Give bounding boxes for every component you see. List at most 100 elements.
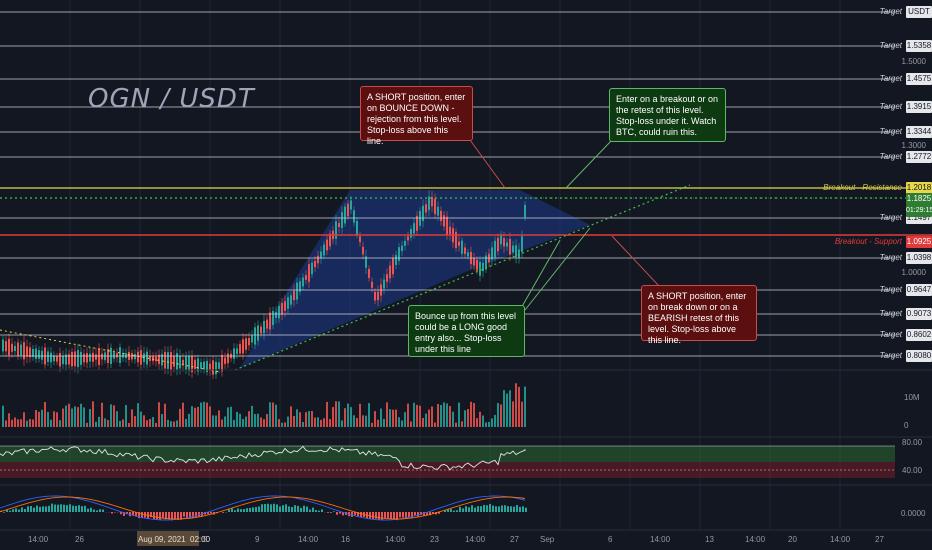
target-level-10: Target 0.8602 xyxy=(880,329,932,341)
macd-bar xyxy=(15,508,17,512)
volume-bar xyxy=(41,409,43,427)
volume-bar xyxy=(38,411,40,427)
volume-bar xyxy=(233,420,235,427)
macd-line xyxy=(0,495,526,521)
volume-bar xyxy=(503,390,505,427)
annotation-short-top[interactable]: A SHORT position, enter on BOUNCE DOWN -… xyxy=(360,86,473,146)
macd-bar xyxy=(285,504,287,512)
macd-bar xyxy=(417,512,419,517)
candle-body xyxy=(401,245,403,252)
candle-body xyxy=(62,355,64,365)
macd-bar xyxy=(507,506,509,512)
macd-bar xyxy=(165,512,167,520)
candle-body xyxy=(323,244,325,256)
volume-bar xyxy=(335,401,337,427)
candle-body xyxy=(467,252,469,257)
macd-bar xyxy=(390,512,392,520)
candle-body xyxy=(191,355,193,373)
macd-bar xyxy=(183,512,185,517)
volume-bar xyxy=(368,403,370,427)
macd-bar xyxy=(411,512,413,518)
macd-bar xyxy=(222,512,224,513)
candle-body xyxy=(362,246,364,255)
candle-body xyxy=(212,360,214,375)
target-level-2: Target 1.4575 xyxy=(880,73,932,85)
volume-bar xyxy=(242,418,244,427)
candle-body xyxy=(443,215,445,227)
volume-bar xyxy=(350,407,352,427)
macd-bar xyxy=(198,512,200,517)
volume-bar xyxy=(161,414,163,427)
macd-bar xyxy=(312,507,314,512)
macd-bar xyxy=(150,512,152,518)
macd-bar xyxy=(351,512,353,517)
volume-bar xyxy=(17,419,19,427)
macd-bar xyxy=(393,512,395,520)
macd-bar xyxy=(354,512,356,516)
descending-trendline[interactable] xyxy=(0,329,221,373)
macd-bar xyxy=(156,512,158,520)
volume-bar xyxy=(68,403,70,427)
volume-bar xyxy=(122,419,124,427)
candle-body xyxy=(248,337,250,346)
candle-body xyxy=(494,240,496,258)
candle-body xyxy=(299,281,301,292)
candle-body xyxy=(80,351,82,365)
volume-bar xyxy=(128,422,130,427)
macd-bar xyxy=(282,505,284,512)
candle-body xyxy=(437,206,439,216)
candle-body xyxy=(170,352,172,370)
macd-bar xyxy=(483,504,485,512)
volume-bar xyxy=(308,411,310,427)
volume-bar xyxy=(131,409,133,427)
volume-bar xyxy=(389,409,391,427)
annotation-breakout[interactable]: Enter on a breakout or on the retest of … xyxy=(609,88,726,142)
rsi-axis-40: 40.00 xyxy=(902,466,923,475)
candle-body xyxy=(392,257,394,275)
symbol-title: OGN / USDT xyxy=(88,84,255,114)
candle-body xyxy=(20,344,22,356)
candle-body xyxy=(38,350,40,359)
pointer-short-bottom xyxy=(611,235,661,288)
annotation-short-bottom[interactable]: A SHORT position, enter on break down or… xyxy=(641,285,757,345)
annotation-bounce[interactable]: Bounce up from this level could be a LON… xyxy=(408,305,525,357)
volume-bar xyxy=(14,417,16,427)
volume-bar xyxy=(521,401,523,427)
volume-bar xyxy=(113,405,115,427)
resistance-label-text: Breakout - Resistance xyxy=(823,183,902,192)
volume-bar xyxy=(239,413,241,427)
volume-bar xyxy=(104,418,106,427)
volume-bar xyxy=(473,403,475,427)
ascending-trendline[interactable] xyxy=(234,184,691,371)
macd-bar xyxy=(309,509,311,512)
macd-bar xyxy=(477,506,479,512)
volume-bar xyxy=(428,409,430,427)
volume-bar xyxy=(386,402,388,427)
candle-body xyxy=(290,295,292,305)
volume-bar xyxy=(95,421,97,427)
candle-body xyxy=(347,203,349,217)
time-axis-label: 14:00 xyxy=(28,535,49,544)
target-label: Target xyxy=(879,127,902,136)
macd-bar xyxy=(168,512,170,520)
macd-bar xyxy=(141,512,143,519)
macd-bar xyxy=(396,512,398,521)
volume-bars xyxy=(2,383,526,427)
volume-bar xyxy=(164,403,166,427)
macd-bar xyxy=(480,506,482,512)
volume-bar xyxy=(356,418,358,427)
macd-bar xyxy=(462,508,464,512)
candle-body xyxy=(227,353,229,364)
candle-body xyxy=(251,335,253,343)
volume-bar xyxy=(446,403,448,427)
candle-body xyxy=(455,232,457,248)
candle-body xyxy=(125,353,127,359)
volume-bar xyxy=(35,410,37,427)
macd-bar xyxy=(39,506,41,512)
time-axis-label: 5 xyxy=(203,535,208,544)
target-price-tag: 1.4575 xyxy=(906,73,932,85)
macd-bar xyxy=(228,509,230,512)
volume-bar xyxy=(383,418,385,427)
macd-bar xyxy=(444,510,446,512)
